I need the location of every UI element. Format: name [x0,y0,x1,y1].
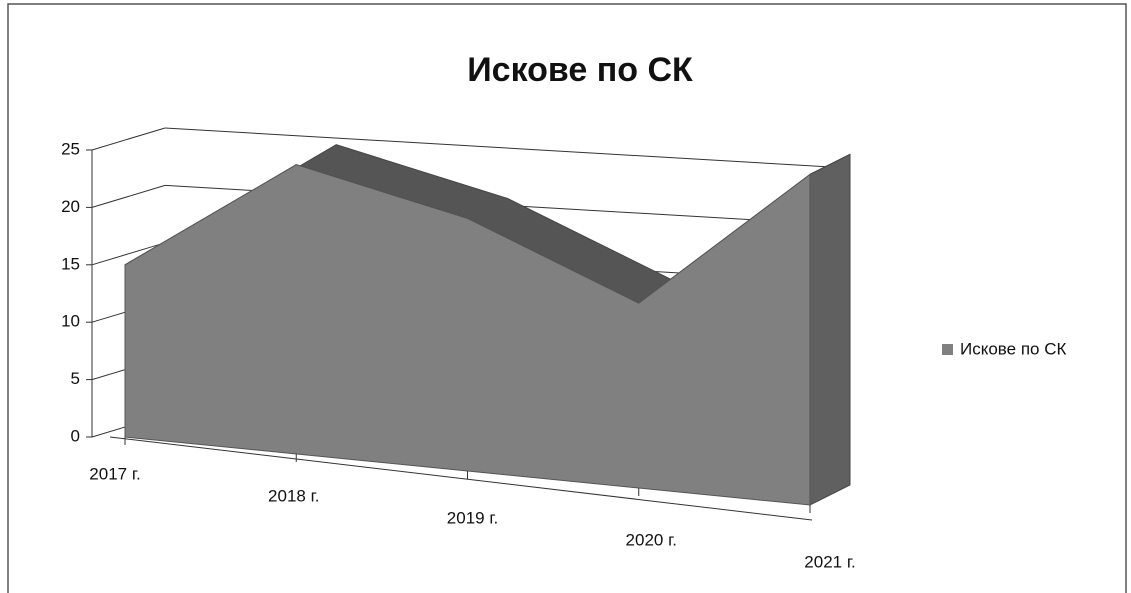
x-tick-label: 2021 г. [804,552,855,571]
x-tick-label: 2018 г. [268,486,319,505]
chart-title: Искове по СК [467,51,693,89]
area-side [809,153,851,506]
legend-swatch [942,344,953,355]
x-tick-label: 2020 г. [626,530,677,549]
grid-line [164,127,849,169]
y-tick-label: 10 [61,312,80,331]
y-tick-label: 25 [61,139,80,158]
grid-line [91,184,166,208]
area [124,164,811,506]
x-axis [109,436,813,521]
y-tick-label: 0 [71,426,80,445]
y-tick-label: 5 [71,369,80,388]
x-tick-label: 2017 г. [89,464,140,483]
legend-label: Искове по СК [960,339,1066,358]
y-tick-label: 20 [61,197,80,216]
grid-line [91,242,166,266]
x-tick-label: 2019 г. [447,508,498,527]
y-tick-label: 15 [61,254,80,273]
grid-line [91,127,166,151]
